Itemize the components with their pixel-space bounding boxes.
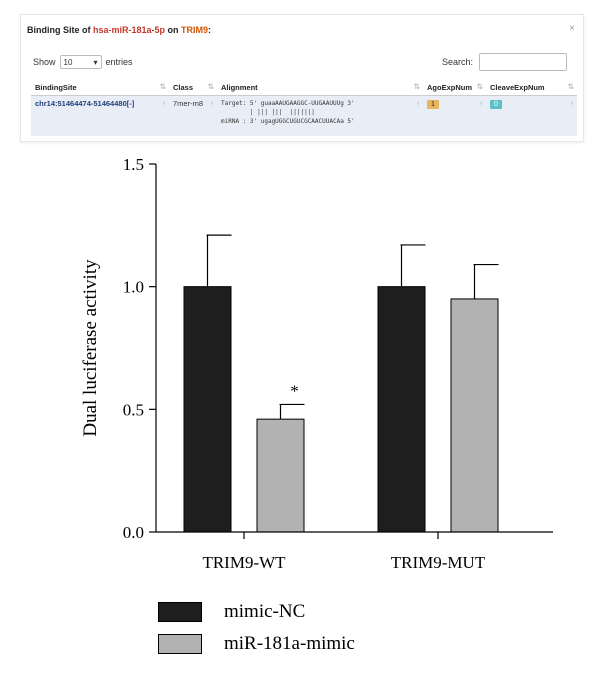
sort-icon: ↑ <box>570 99 574 108</box>
mirna-name[interactable]: hsa-miR-181a-5p <box>93 25 166 35</box>
legend-item-mimic-nc: mimic-NC <box>158 596 355 628</box>
sort-icon: ↑ <box>162 99 166 108</box>
luciferase-bar-chart: 0.0 0.5 1.0 1.5 * TRIM9-WT TRIM9-MUT Dual lu… <box>80 155 553 572</box>
table-row: chr14:51464474-51464480[-] ↑ 7mer-m8 ↑ Tar… <box>31 95 577 136</box>
show-label: Show <box>33 57 56 67</box>
search-label: Search: <box>441 57 473 67</box>
sort-icon: ⇅ <box>476 82 483 91</box>
col-label: Alignment <box>221 82 258 92</box>
title-suffix: : <box>208 25 212 35</box>
legend-item-mir181a-mimic: miR-181a-mimic <box>158 628 355 660</box>
bar <box>450 298 499 533</box>
binding-table: BindingSite ⇅ Class ⇅ Alignment ⇅ AgoExpNum… <box>31 79 577 136</box>
ago-badge[interactable]: 1 <box>427 100 439 109</box>
col-label: AgoExpNum <box>427 82 472 92</box>
cell-alignment: Target: 5' guaaAAUGAAGGC-UUGAAUUUg 3' | … <box>217 95 423 136</box>
panel-title: Binding Site of hsa-miR-181a-5p on TRIM9… <box>27 25 211 35</box>
y-axis: 0.0 0.5 1.0 1.5 <box>123 155 157 542</box>
binding-site-link[interactable]: chr14:51464474-51464480[-] <box>35 99 135 108</box>
entries-label: entries <box>105 57 133 67</box>
close-icon[interactable]: × <box>569 23 575 34</box>
table-header-row: BindingSite ⇅ Class ⇅ Alignment ⇅ AgoExpNum… <box>31 79 577 96</box>
target-sequence: Target: 5' guaaAAUGAAGGC-UUGAAUUUg 3' <box>221 100 355 107</box>
caret-down-icon: ▾ <box>93 57 98 67</box>
legend: mimic-NC miR-181a-mimic <box>158 596 355 660</box>
search-input[interactable] <box>479 53 567 71</box>
col-label: CleaveExpNum <box>490 82 545 92</box>
show-entries-control: Show 10 ▾ entries <box>33 55 133 69</box>
sort-icon: ⇅ <box>207 82 214 91</box>
sort-icon: ⇅ <box>413 82 420 91</box>
title-mid: on <box>165 25 182 35</box>
legend-label-mir181a-mimic: miR-181a-mimic <box>224 633 355 654</box>
sort-icon: ↑ <box>479 99 483 108</box>
legend-label-mimic-nc: mimic-NC <box>224 601 306 622</box>
search-control: Search: <box>442 53 567 71</box>
col-label: Class <box>173 82 194 92</box>
y-tick-label: 1.0 <box>123 278 144 297</box>
cell-ago: 1 ↑ <box>423 95 486 136</box>
y-axis-title: Dual luciferase activity <box>80 259 101 437</box>
bars: * <box>183 234 499 533</box>
cell-binding-site: chr14:51464474-51464480[-] ↑ <box>31 95 169 136</box>
legend-swatch-mir181a-mimic <box>158 634 202 654</box>
x-axis: TRIM9-WT TRIM9-MUT <box>156 531 553 572</box>
col-class[interactable]: Class ⇅ <box>169 79 217 96</box>
cleave-badge[interactable]: 0 <box>490 100 502 109</box>
y-tick-label: 0.5 <box>123 400 144 419</box>
gene-name[interactable]: TRIM9 <box>181 25 209 35</box>
entries-select[interactable]: 10 ▾ <box>59 55 102 69</box>
sort-icon: ⇅ <box>159 82 166 91</box>
significance-marker: * <box>290 381 299 400</box>
title-prefix: Binding Site of <box>27 25 93 35</box>
binding-site-panel: Binding Site of hsa-miR-181a-5p on TRIM9… <box>20 14 584 142</box>
entries-value: 10 <box>63 57 73 67</box>
sort-icon: ↑ <box>416 99 420 108</box>
class-value: 7mer-m8 <box>173 99 204 108</box>
bar <box>183 286 232 533</box>
sort-icon: ↑ <box>210 99 214 108</box>
x-tick-label: TRIM9-MUT <box>391 553 486 572</box>
y-tick-label: 0.0 <box>123 523 144 542</box>
col-alignment[interactable]: Alignment ⇅ <box>217 79 423 96</box>
cell-cleave: 0 ↑ <box>486 95 577 136</box>
x-tick-label: TRIM9-WT <box>202 553 286 572</box>
col-bindingsite[interactable]: BindingSite ⇅ <box>31 79 169 96</box>
bond-lines: | ||| ||| ||||||| <box>221 109 315 116</box>
col-agoexpnum[interactable]: AgoExpNum ⇅ <box>423 79 486 96</box>
bar <box>256 418 305 533</box>
col-label: BindingSite <box>35 82 77 92</box>
y-tick-label: 1.5 <box>123 155 144 174</box>
sort-icon: ⇅ <box>567 82 574 91</box>
legend-swatch-mimic-nc <box>158 602 202 622</box>
col-cleaveexpnum[interactable]: CleaveExpNum ⇅ <box>486 79 577 96</box>
mirna-sequence: miRNA : 3' ugagUGGCUGUCGCAACUUACAa 5' <box>221 118 355 125</box>
cell-class: 7mer-m8 ↑ <box>169 95 217 136</box>
bar <box>377 286 426 533</box>
